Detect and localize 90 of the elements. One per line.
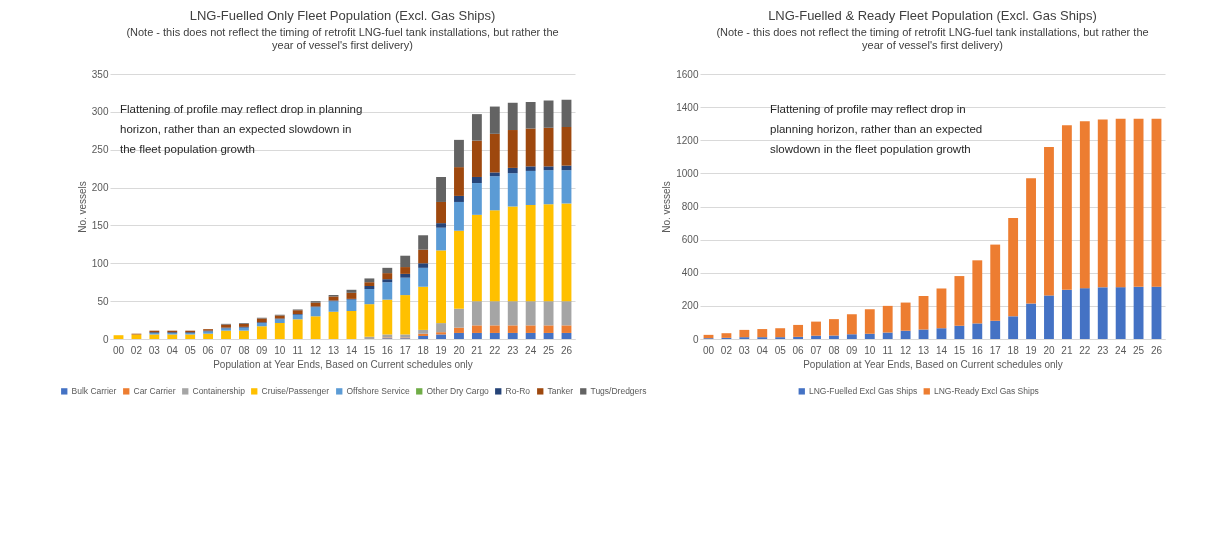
- x-tick-label: 20: [453, 344, 465, 356]
- x-tick-label: 19: [1025, 344, 1038, 356]
- chart-title: LNG-Fuelled Only Fleet Population (Excl. Gas Ships): [189, 8, 496, 23]
- x-tick-label: 24: [525, 344, 537, 356]
- x-tick-label: 09: [256, 344, 268, 356]
- x-tick-label: 21: [471, 344, 483, 356]
- y-tick-label: 1400: [676, 101, 699, 113]
- x-axis-title: Population at Year Ends, Based on Current schedules only: [803, 358, 1063, 370]
- x-tick-label: 14: [935, 344, 948, 356]
- x-tick-label: 26: [560, 344, 573, 356]
- x-tick-label: 11: [882, 344, 894, 356]
- x-tick-label: 16: [971, 344, 984, 356]
- y-tick-label: 100: [91, 257, 109, 269]
- x-tick-label: 23: [1097, 344, 1109, 356]
- y-tick-label: 200: [681, 300, 699, 312]
- chart-title: LNG-Fuelled & Ready Fleet Population (Excl. Gas Ships): [768, 8, 1097, 23]
- y-tick-label: 600: [681, 234, 699, 246]
- x-tick-label: 17: [989, 344, 1002, 356]
- x-axis-title: Population at Year Ends, Based on Current schedules only: [213, 358, 473, 370]
- legend-label: Other Dry Cargo: [426, 386, 490, 397]
- y-tick-label: 400: [681, 267, 699, 279]
- y-tick-label: 0: [692, 333, 699, 345]
- y-axis-title: No. vessels: [661, 181, 673, 233]
- y-tick-label: 800: [681, 201, 699, 212]
- x-tick-label: 12: [310, 344, 322, 356]
- legend-label: Bulk Carrier: [71, 386, 117, 397]
- x-tick-label: 20: [1043, 344, 1055, 356]
- x-tick-label: 16: [381, 344, 394, 356]
- x-tick-label: 07: [220, 344, 233, 356]
- x-tick-label: 24: [1115, 344, 1127, 356]
- annotation: Flattening of profile may reflect drop in planning horizon, rather than an expected slowdown in the fleet population growth: [120, 103, 363, 155]
- x-tick-label: 22: [1079, 344, 1091, 356]
- legend-label: Car Carrier: [133, 386, 176, 397]
- y-tick-label: 150: [91, 219, 109, 231]
- x-tick-label: 13: [917, 344, 930, 356]
- x-tick-label: 19: [435, 344, 448, 356]
- x-tick-label: 02: [720, 344, 733, 356]
- legend-label: Cruise/Passenger: [261, 386, 330, 397]
- y-tick-label: 50: [97, 295, 109, 307]
- x-tick-label: 04: [756, 344, 769, 356]
- x-tick-label: 02: [130, 344, 143, 356]
- y-tick-label: 350: [91, 68, 109, 80]
- chart-subtitle: (Note - this does not reflect the timing of retrofit LNG-fuel tank installations, but rather the year of vessel's first delivery): [716, 26, 1149, 51]
- x-tick-label: 10: [864, 344, 876, 356]
- y-tick-label: 1600: [676, 68, 699, 80]
- y-tick-label: 1000: [676, 167, 699, 179]
- x-tick-label: 15: [363, 344, 376, 356]
- x-tick-label: 03: [148, 344, 161, 356]
- x-tick-label: 23: [507, 344, 519, 356]
- annotation: Flattening of profile may reflect drop in planning horizon, rather than an expected slowdown in the fleet population growth: [770, 103, 983, 155]
- x-tick-label: 09: [846, 344, 858, 356]
- y-tick-label: 0: [102, 333, 109, 345]
- x-tick-label: 04: [166, 344, 179, 356]
- x-tick-label: 15: [953, 344, 966, 356]
- y-tick-label: 250: [91, 144, 109, 156]
- x-tick-label: 26: [1150, 344, 1163, 356]
- x-tick-label: 00: [702, 344, 715, 356]
- legend-label: Ro-Ro: [505, 386, 531, 397]
- x-tick-label: 18: [417, 344, 430, 356]
- x-tick-label: 08: [828, 344, 840, 356]
- x-tick-label: 21: [1061, 344, 1073, 356]
- x-tick-label: 10: [274, 344, 286, 356]
- x-tick-label: 00: [112, 344, 125, 356]
- y-tick-label: 200: [91, 182, 109, 194]
- legend-label: LNG-Fuelled Excl Gas Ships: [809, 386, 918, 397]
- x-tick-label: 06: [792, 344, 805, 356]
- legend-label: LNG-Ready Excl Gas Ships: [934, 386, 1039, 397]
- legend-label: Containership: [192, 386, 246, 397]
- x-tick-label: 18: [1007, 344, 1020, 356]
- y-axis-title: No. vessels: [76, 181, 88, 233]
- legend-label: Offshore Service: [346, 386, 410, 397]
- x-tick-label: 17: [399, 344, 412, 356]
- y-tick-label: 1200: [676, 134, 699, 146]
- chart-subtitle: (Note - this does not reflect the timing of retrofit LNG-fuel tank installations, but rather the year of vessel's first delivery): [126, 26, 559, 51]
- x-tick-label: 05: [774, 344, 787, 356]
- x-tick-label: 08: [238, 344, 250, 356]
- x-tick-label: 13: [327, 344, 340, 356]
- y-tick-label: 300: [91, 106, 109, 118]
- x-tick-label: 25: [1133, 344, 1145, 356]
- x-tick-label: 03: [738, 344, 751, 356]
- x-tick-label: 14: [345, 344, 358, 356]
- x-tick-label: 22: [489, 344, 501, 356]
- x-tick-label: 05: [184, 344, 197, 356]
- x-tick-label: 11: [292, 344, 304, 356]
- legend-label: Tugs/Dredgers: [590, 386, 647, 397]
- x-tick-label: 07: [810, 344, 823, 356]
- legend-label: Tanker: [547, 386, 574, 397]
- x-tick-label: 06: [202, 344, 215, 356]
- x-tick-label: 12: [900, 344, 912, 356]
- x-tick-label: 25: [543, 344, 555, 356]
